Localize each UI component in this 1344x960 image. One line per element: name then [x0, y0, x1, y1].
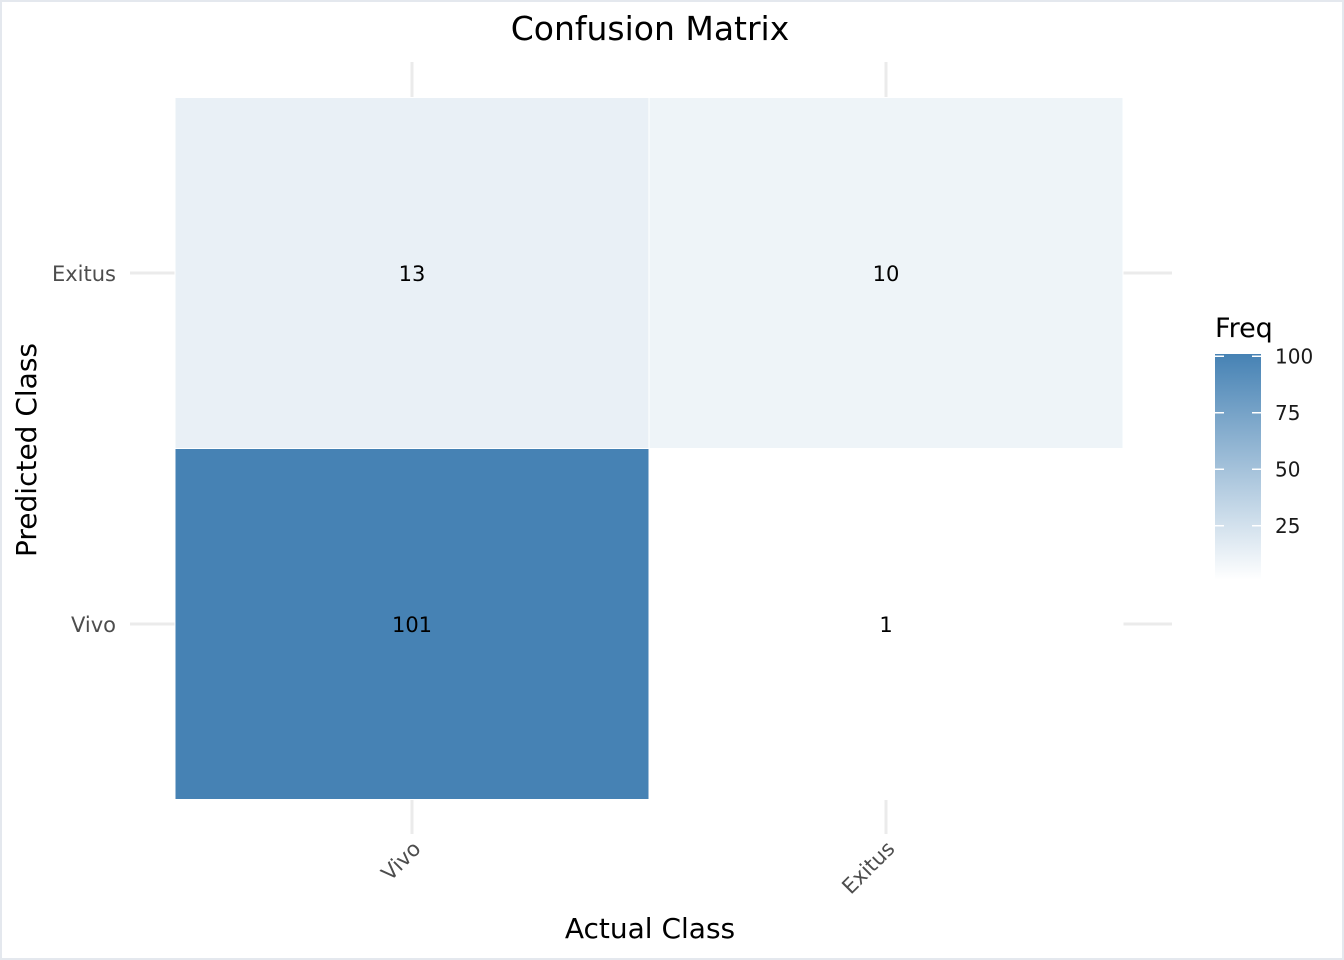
legend-tick-label: 100: [1275, 344, 1313, 368]
cell-value-labels: 13 10 101 1: [392, 262, 899, 637]
y-tick-label: Vivo: [71, 613, 116, 637]
legend-tick-label: 50: [1275, 457, 1300, 481]
x-axis-title: Actual Class: [565, 912, 735, 945]
y-axis-ticks: Vivo Exitus: [52, 262, 116, 637]
legend-ticks: 25 50 75 100: [1215, 344, 1313, 538]
cell-value-label: 1: [879, 613, 892, 637]
heatmap-cell: [174, 97, 650, 449]
legend-tick-label: 75: [1275, 401, 1300, 425]
legend-title: Freq: [1215, 313, 1273, 344]
cell-value-label: 101: [392, 613, 432, 637]
x-tick-label: Vivo: [377, 837, 426, 886]
chart-title: Confusion Matrix: [511, 9, 790, 48]
color-legend: Freq 25 50 75 100: [1215, 313, 1313, 580]
y-tick-label: Exitus: [52, 262, 116, 286]
legend-tick-label: 25: [1275, 514, 1300, 538]
heatmap-cell: [648, 448, 1124, 800]
legend-colorbar: [1215, 354, 1261, 580]
cell-value-label: 13: [399, 262, 426, 286]
x-tick-label: Exitus: [837, 837, 899, 899]
x-axis-ticks: Vivo Exitus: [377, 837, 900, 899]
heatmap-cell: [174, 448, 650, 800]
heatmap-cells: [174, 97, 1124, 800]
cell-value-label: 10: [873, 262, 900, 286]
y-axis-title: Predicted Class: [10, 343, 43, 557]
